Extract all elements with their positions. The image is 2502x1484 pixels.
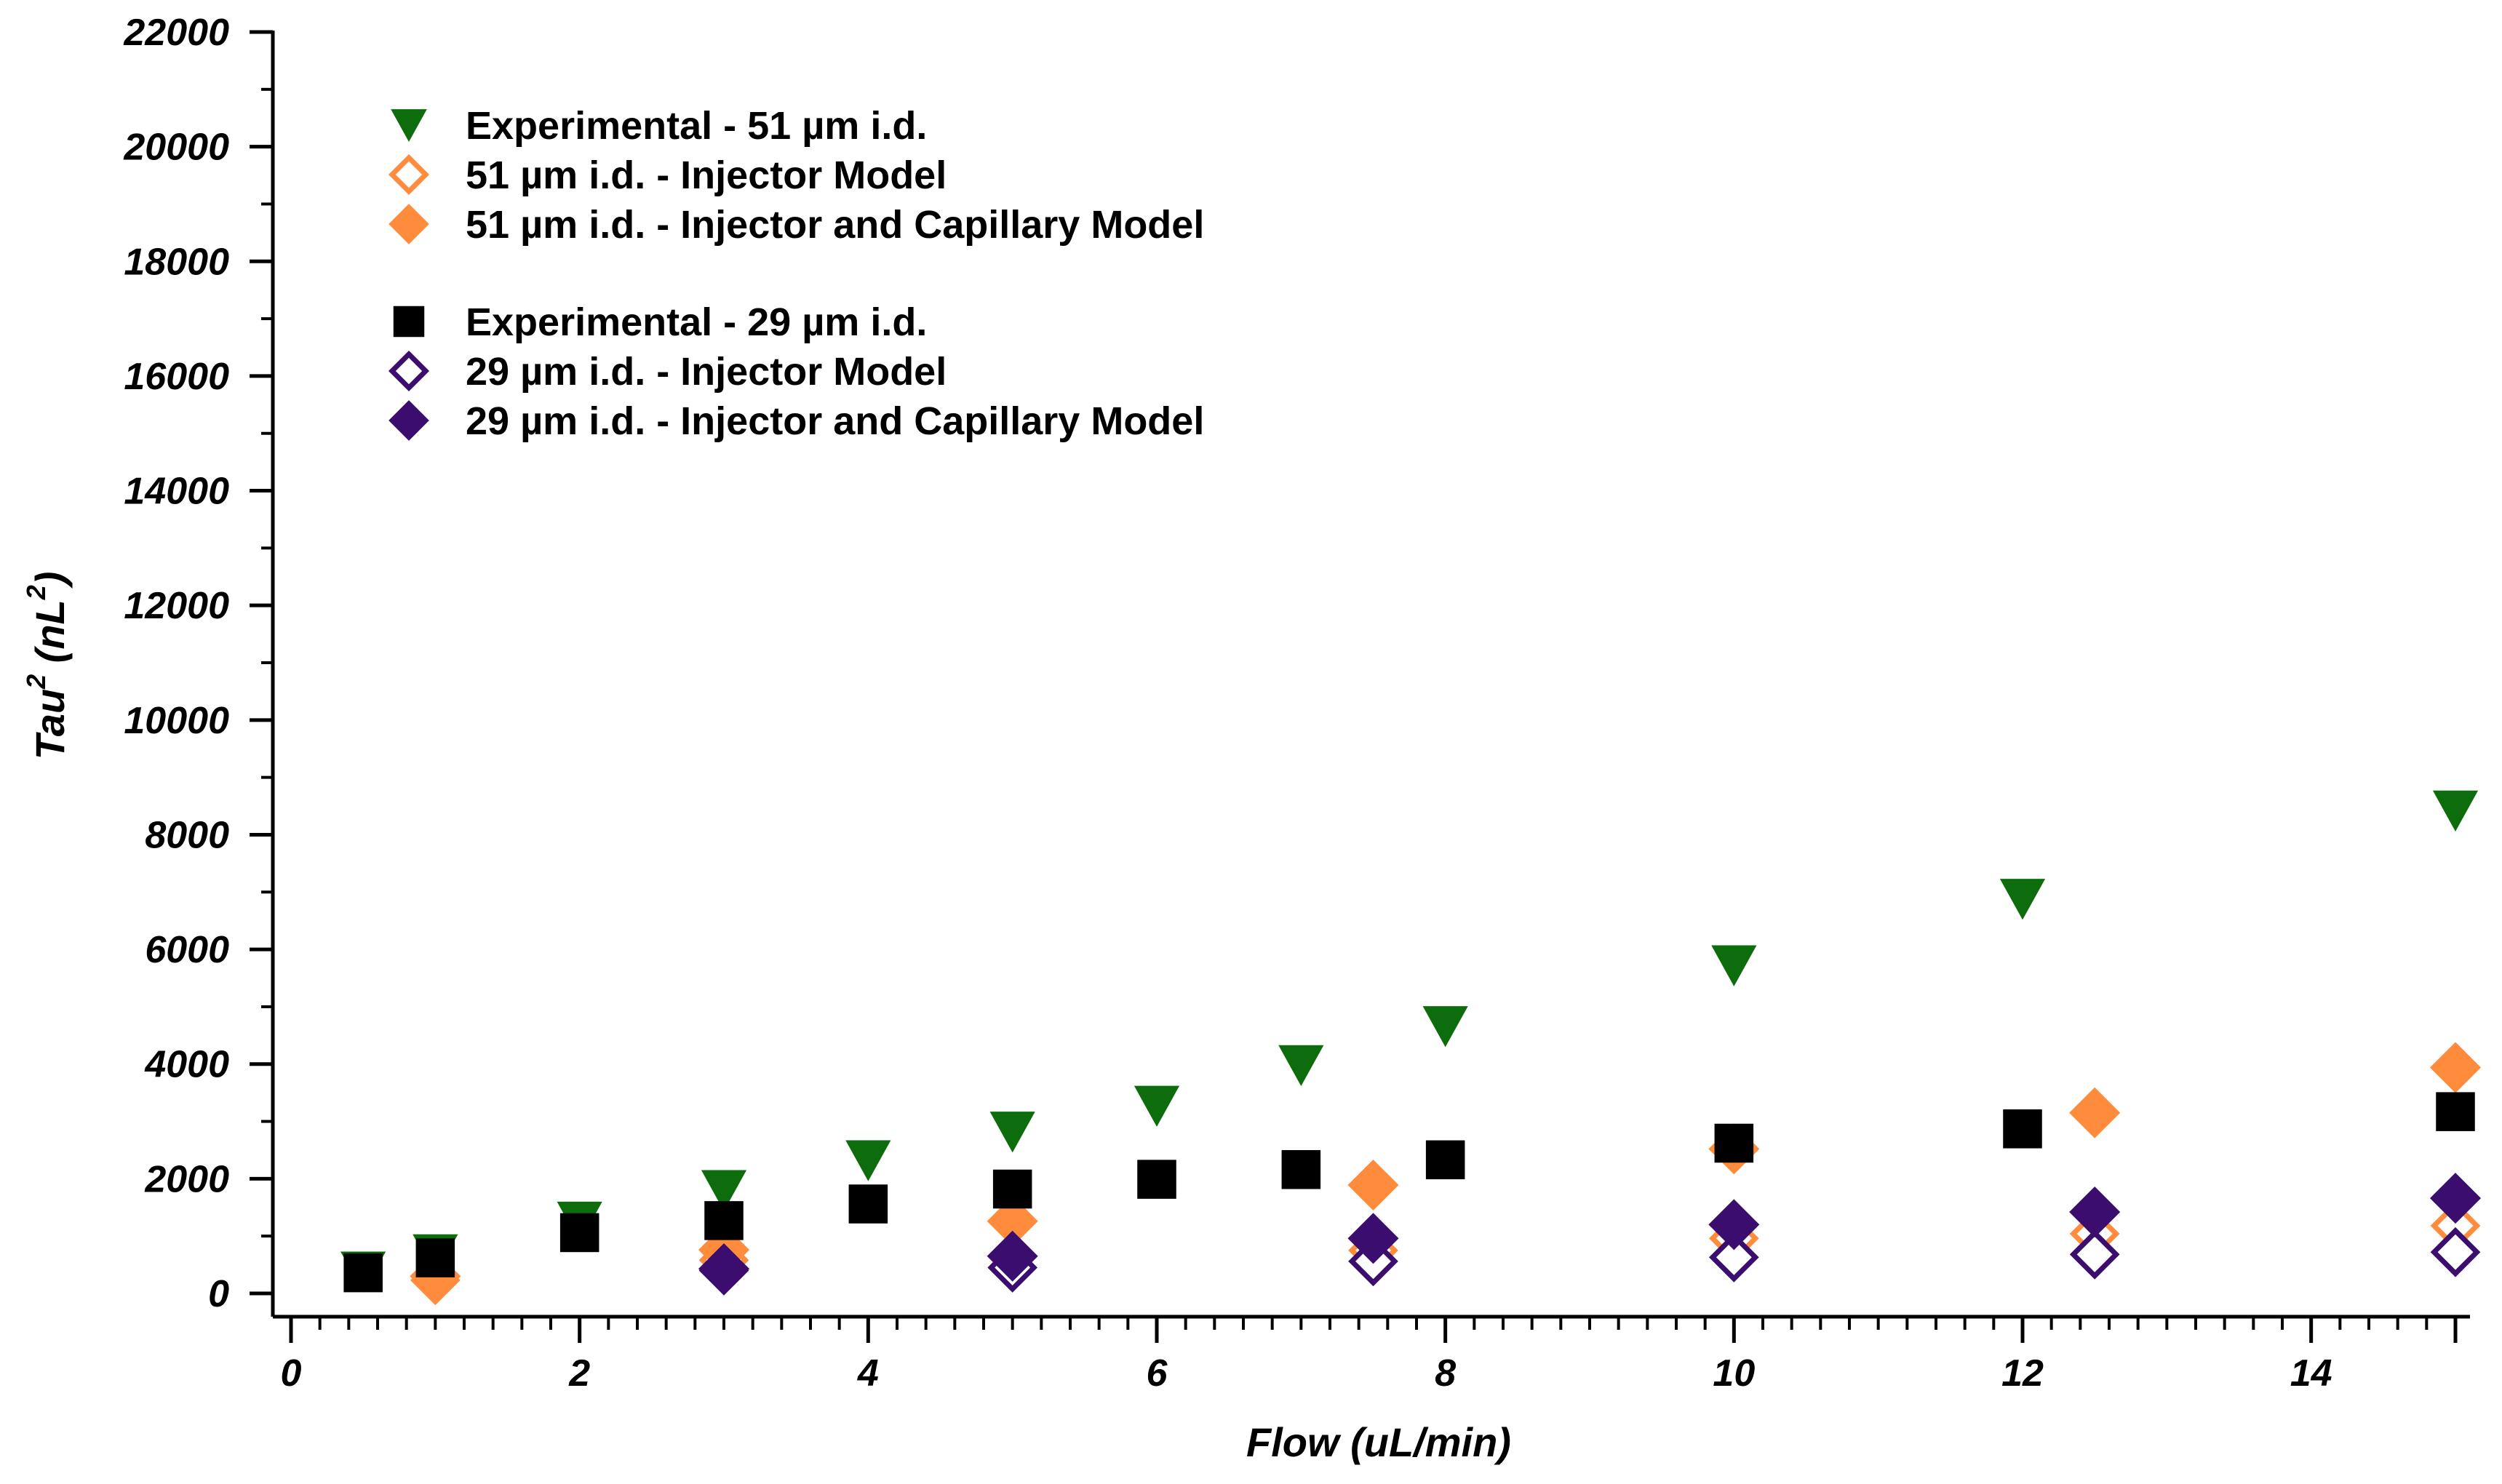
y-tick-label: 14000 — [124, 471, 229, 513]
axes: 0 2 4 6 8 10 12 14 0 2000 4000 6000 8000 10000 12000 14… — [123, 12, 2470, 1395]
x-tick-label: 6 — [1147, 1352, 1168, 1395]
x-tick-label: 8 — [1435, 1352, 1456, 1395]
y-tick-label: 18000 — [124, 241, 229, 283]
series-1 — [340, 790, 2479, 1293]
series-6 — [698, 1173, 2482, 1295]
y-tick-label: 10000 — [124, 700, 229, 742]
y-tick-label: 2000 — [144, 1158, 229, 1200]
data-point — [1422, 1006, 1468, 1048]
data-point — [704, 1201, 744, 1240]
x-tick-label: 2 — [568, 1352, 590, 1395]
legend-marker — [388, 153, 430, 196]
y-axis-title-unit-close: ) — [27, 572, 73, 589]
y-tick-label: 22000 — [123, 12, 229, 54]
y-axis-title-base-sup: 2 — [21, 674, 51, 690]
y-tick-label: 12000 — [124, 585, 229, 627]
x-tick-label: 12 — [2001, 1352, 2044, 1395]
data-point — [559, 1213, 599, 1253]
data-point — [1999, 879, 2046, 920]
y-tick-label: 8000 — [145, 814, 229, 856]
x-tick-label: 4 — [857, 1352, 879, 1395]
data-point — [1708, 1199, 1760, 1250]
data-point — [987, 1230, 1038, 1282]
data-point — [845, 1140, 891, 1181]
data-point — [992, 1169, 1032, 1209]
y-axis-title-unit-open: (nL — [27, 599, 73, 674]
data-point — [2069, 1186, 2121, 1238]
data-point — [2003, 1109, 2042, 1149]
data-point — [989, 1112, 1035, 1153]
data-point — [1278, 1045, 1324, 1086]
data-point — [343, 1253, 383, 1293]
legend-label: 29 µm i.d. - Injector and Capillary Mode… — [466, 399, 1204, 443]
data-point — [1347, 1160, 1399, 1211]
data-point — [1137, 1160, 1176, 1199]
data-point — [2069, 1229, 2120, 1280]
data-point — [1347, 1213, 1399, 1264]
series-5 — [698, 1226, 2481, 1296]
legend-label: Experimental - 29 µm i.d. — [466, 300, 927, 344]
legend-label: 29 µm i.d. - Injector Model — [466, 350, 947, 394]
data-points — [340, 790, 2482, 1306]
y-tick-label: 20000 — [123, 127, 229, 169]
legend-marker — [388, 350, 430, 392]
y-axis-title: Tau2 (nL2) — [21, 572, 73, 760]
data-point — [2430, 1226, 2481, 1277]
series-4 — [343, 1092, 2475, 1293]
data-point — [2432, 790, 2479, 832]
y-axis-title-base: Tau — [27, 689, 73, 759]
data-point — [2429, 1173, 2482, 1224]
data-point — [1711, 945, 1757, 986]
legend-label: 51 µm i.d. - Injector Model — [466, 153, 947, 197]
legend-marker — [389, 400, 429, 441]
data-point — [2069, 1087, 2121, 1138]
x-tick-label: 10 — [1713, 1352, 1755, 1395]
legend-label: Experimental - 51 µm i.d. — [466, 104, 927, 148]
legend-label: 51 µm i.d. - Injector and Capillary Mode… — [466, 203, 1204, 247]
data-point — [1281, 1149, 1321, 1189]
data-point — [698, 1243, 750, 1295]
data-point — [1708, 1232, 1759, 1282]
y-tick-label: 0 — [208, 1273, 229, 1315]
data-point — [2436, 1092, 2475, 1131]
data-point — [415, 1238, 455, 1277]
data-point — [2429, 1042, 2482, 1093]
legend-marker — [391, 109, 427, 142]
legend-marker — [393, 306, 425, 338]
x-tick-label: 14 — [2290, 1352, 2332, 1395]
x-axis-title: Flow (uL/min) — [1246, 1419, 1511, 1465]
legend: Experimental - 51 µm i.d. 51 µm i.d. - In… — [388, 104, 1204, 443]
y-tick-label: 4000 — [144, 1044, 229, 1086]
y-tick-label: 16000 — [124, 356, 229, 398]
data-point — [1425, 1140, 1465, 1180]
y-tick-label: 6000 — [145, 929, 229, 971]
data-point — [1714, 1123, 1754, 1163]
x-tick-label: 0 — [281, 1352, 302, 1395]
y-axis-title-unit-sup: 2 — [21, 585, 51, 600]
legend-marker — [389, 204, 429, 244]
data-point — [1134, 1085, 1180, 1127]
data-point — [848, 1184, 888, 1224]
data-point — [701, 1170, 747, 1211]
